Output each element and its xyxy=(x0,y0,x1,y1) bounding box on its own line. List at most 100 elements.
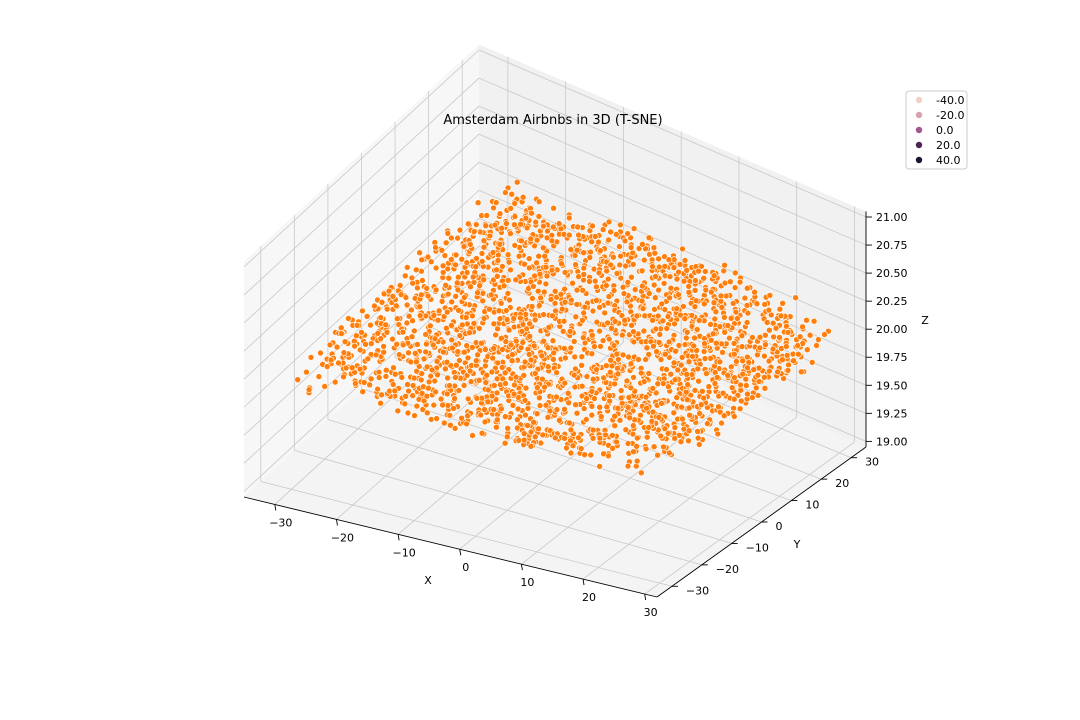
data-point xyxy=(452,361,460,369)
data-point xyxy=(452,251,460,259)
data-point xyxy=(533,384,541,391)
data-point xyxy=(367,321,374,329)
data-point xyxy=(789,350,797,358)
data-point xyxy=(626,414,634,422)
y-grid-line xyxy=(260,481,673,587)
data-point xyxy=(681,257,689,264)
data-point xyxy=(340,349,348,356)
data-point xyxy=(418,389,426,397)
data-point xyxy=(303,368,310,376)
data-point xyxy=(607,356,615,364)
data-point xyxy=(583,395,590,402)
data-point xyxy=(577,445,585,452)
data-point xyxy=(815,336,822,343)
data-point xyxy=(533,259,540,267)
z-grid-line xyxy=(243,49,480,268)
data-point xyxy=(646,251,653,258)
data-point xyxy=(487,291,495,299)
x-tick-label: 20 xyxy=(582,591,596,604)
data-point xyxy=(633,434,641,442)
data-point xyxy=(717,292,725,300)
data-point xyxy=(507,341,515,349)
data-point xyxy=(375,374,383,381)
data-point xyxy=(525,255,533,262)
data-point xyxy=(588,238,596,246)
data-point xyxy=(553,406,561,413)
x-tick-label: −20 xyxy=(331,531,354,544)
data-point xyxy=(580,405,588,412)
data-point xyxy=(432,244,439,251)
data-point xyxy=(375,368,383,376)
data-point xyxy=(650,443,658,451)
data-point xyxy=(481,418,489,426)
data-point xyxy=(571,383,579,391)
data-point xyxy=(422,331,430,338)
data-point xyxy=(691,286,699,294)
data-point xyxy=(482,379,490,386)
data-point xyxy=(739,370,747,378)
data-point xyxy=(341,338,349,346)
data-point xyxy=(617,252,624,260)
data-point xyxy=(472,263,480,271)
x-tick-label: 10 xyxy=(520,576,534,589)
data-point xyxy=(519,321,527,328)
data-point xyxy=(514,416,521,424)
data-point xyxy=(675,268,682,276)
data-point xyxy=(544,227,551,235)
data-point xyxy=(574,223,582,231)
data-point xyxy=(629,422,637,429)
data-point xyxy=(571,353,579,361)
data-point xyxy=(409,382,417,389)
data-point xyxy=(727,314,735,322)
data-point xyxy=(605,218,613,226)
data-point xyxy=(525,264,533,272)
legend-marker xyxy=(915,126,923,134)
data-point xyxy=(315,373,323,380)
data-point xyxy=(555,220,563,227)
data-point xyxy=(431,377,439,385)
data-point xyxy=(323,363,331,370)
data-point xyxy=(519,339,527,346)
data-point xyxy=(439,401,446,409)
data-point xyxy=(683,266,691,274)
data-point xyxy=(439,269,447,276)
data-point xyxy=(472,357,480,364)
data-point xyxy=(401,272,409,280)
data-point xyxy=(709,330,717,338)
data-point xyxy=(639,305,647,312)
data-point xyxy=(363,313,371,320)
data-point xyxy=(637,469,645,477)
data-point xyxy=(696,410,703,417)
data-point xyxy=(411,349,419,357)
data-point xyxy=(403,301,411,309)
data-point xyxy=(707,288,715,296)
data-point xyxy=(482,346,489,353)
data-point xyxy=(591,395,598,402)
data-point xyxy=(779,299,786,307)
data-point xyxy=(479,297,487,305)
data-point xyxy=(491,221,499,229)
data-point xyxy=(617,221,624,229)
data-point xyxy=(611,412,619,420)
data-point xyxy=(474,351,481,359)
data-point xyxy=(409,392,417,399)
data-point xyxy=(502,189,509,196)
data-point xyxy=(649,408,657,416)
data-point xyxy=(701,268,709,275)
data-point xyxy=(619,283,627,291)
scatter-points xyxy=(294,178,832,477)
data-point xyxy=(434,316,442,324)
data-point xyxy=(362,340,369,348)
data-point xyxy=(493,389,501,397)
data-point xyxy=(440,348,447,356)
data-point xyxy=(556,416,563,424)
data-point xyxy=(738,343,746,350)
data-point xyxy=(557,290,565,298)
data-point xyxy=(496,241,504,248)
x-tick-label: −30 xyxy=(269,516,292,529)
data-point xyxy=(726,278,734,286)
data-point xyxy=(445,274,453,282)
data-point xyxy=(512,337,520,345)
data-point xyxy=(498,405,505,413)
y-axis-label: Y xyxy=(793,538,801,551)
